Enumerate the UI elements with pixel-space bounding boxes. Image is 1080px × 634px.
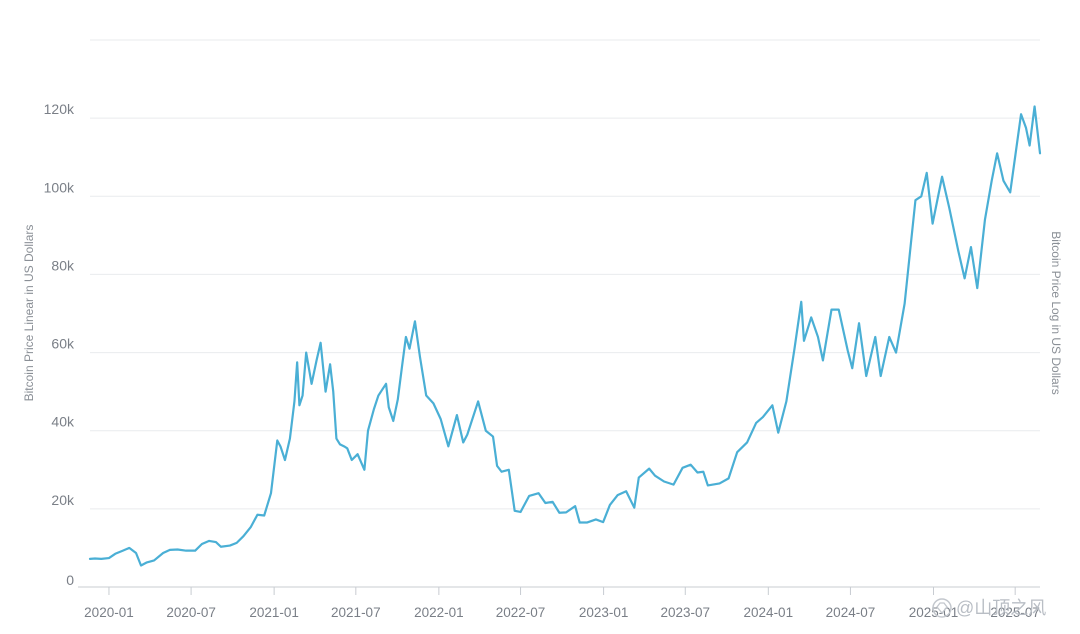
y-tick-label: 100k	[44, 179, 75, 195]
x-tick-label: 2023-07	[660, 605, 710, 620]
y-axis-label-right: Bitcoin Price Log in US Dollars	[1049, 231, 1063, 394]
y-tick-label: 20k	[51, 492, 75, 508]
x-tick-label: 2024-07	[826, 605, 876, 620]
x-tick-label: 2022-01	[414, 605, 464, 620]
series-line-bitcoin-price	[88, 105, 1042, 567]
x-tick-label: 2025-07	[990, 605, 1040, 620]
x-tick-label: 2022-07	[496, 605, 546, 620]
x-tick-label: 2024-01	[744, 605, 794, 620]
y-tick-label: 0	[66, 572, 74, 588]
series-layer	[88, 105, 1042, 567]
x-axis: 2020-01 2020-07 2021-01 2021-07 2022-01 2022-…	[78, 586, 1040, 620]
watermark: @山顶之风	[932, 598, 1046, 618]
y-tick-label: 40k	[51, 414, 75, 430]
y-tick-label: 120k	[44, 101, 75, 117]
watermark-text: @山顶之风	[956, 598, 1046, 618]
y-tick-label: 60k	[51, 336, 75, 352]
x-tick-label: 2021-07	[331, 605, 381, 620]
y-axis-label-left: Bitcoin Price Linear in US Dollars	[22, 225, 36, 402]
x-tick-label: 2020-07	[166, 605, 216, 620]
x-tick-label: 2020-01	[84, 605, 134, 620]
x-tick-label: 2021-01	[249, 605, 299, 620]
x-tick-label: 2023-01	[579, 605, 629, 620]
grid-lines	[90, 39, 1040, 510]
y-axis-tick-labels: 0 20k 40k 60k 80k 100k 120k	[44, 101, 75, 588]
diamond-logo-icon	[932, 598, 952, 618]
y-tick-label: 80k	[51, 257, 75, 273]
